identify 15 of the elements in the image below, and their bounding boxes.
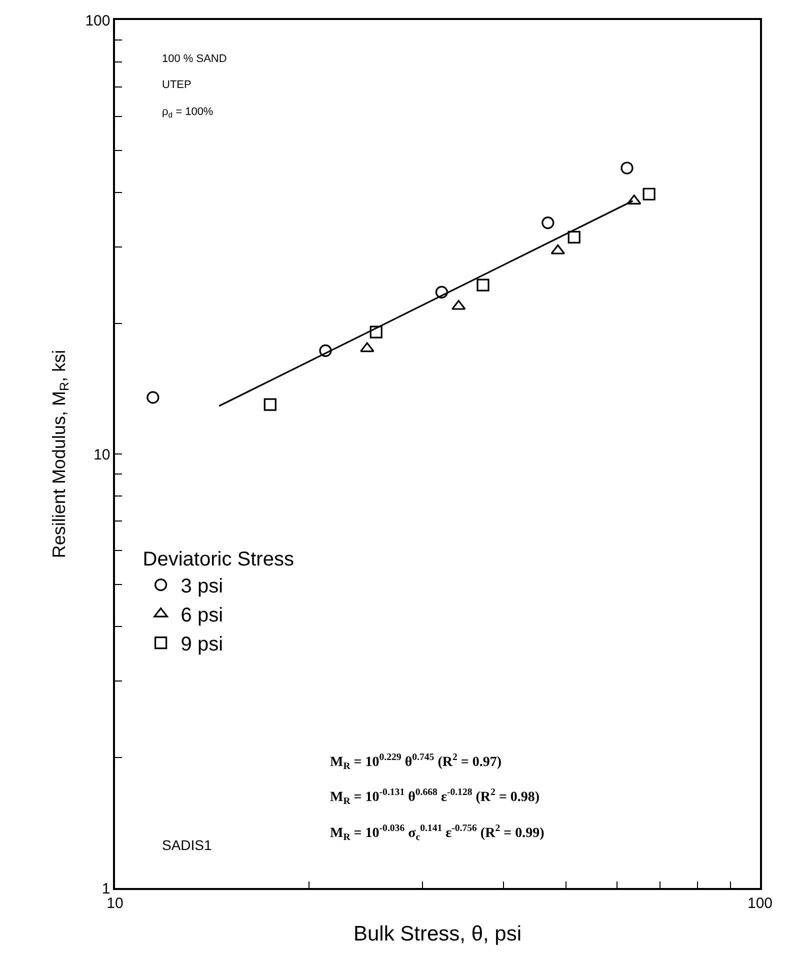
text: M$_{R}$ = 10$^{-0.131}$ θ$^{0.668}$ ε$^{-0.128}$ (R$^{2}$ = 0.98) (330, 787, 540, 807)
text: M$_{R}$ = 10$^{0.229}$ θ$^{0.745}$ (R$^{2}$ = 0.97) (330, 752, 502, 772)
annotation: UTEP (162, 79, 192, 91)
annotation: 100 % SAND (162, 53, 227, 65)
y-tick-label: 1 (102, 880, 110, 898)
legend-label: 3 psi (180, 576, 224, 598)
x-axis-title: Bulk Stress, θ, psi (353, 922, 522, 946)
text: M$_{R}$ = 10$^{-0.036}$ σ$_{c}$$^{0.141}$ ε$^{-0.756}$ (R$^{2}$ = 0.99) (330, 823, 544, 843)
y-tick-label: 10 (94, 446, 110, 464)
legend-label: 6 psi (180, 604, 224, 627)
legend-label: 9 psi (180, 634, 224, 656)
annotation: ρ$_{d}$ = 100% (162, 106, 214, 120)
annotation: SADIS1 (162, 837, 212, 853)
legend-title: Deviatoric Stress (142, 548, 294, 570)
y-tick-label: 100 (85, 12, 110, 30)
